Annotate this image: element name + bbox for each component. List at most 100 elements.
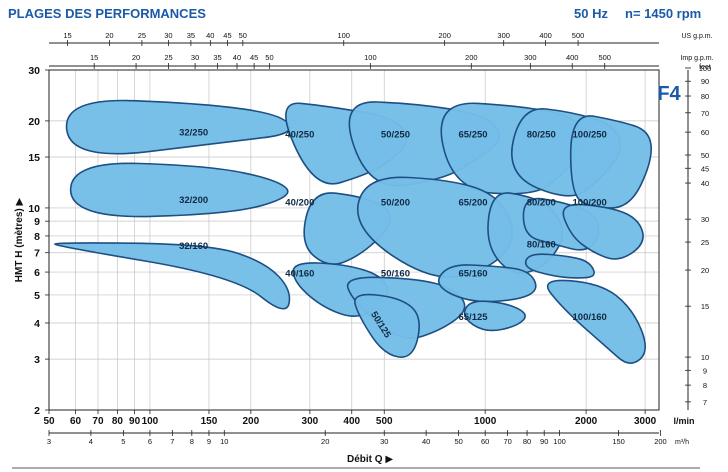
area-label-50-250: 50/250 bbox=[381, 130, 410, 141]
us-gpm-tick-label: 15 bbox=[63, 31, 71, 40]
area-50-125 bbox=[354, 293, 420, 358]
us-gpm-tick-label: 35 bbox=[187, 31, 195, 40]
area-label-32-160: 32/160 bbox=[179, 241, 208, 252]
feet-tick-label: 20 bbox=[701, 266, 709, 275]
imp-gpm-tick-label: 35 bbox=[213, 53, 221, 62]
feet-tick-label: 60 bbox=[701, 128, 709, 137]
m3h-tick-label: 9 bbox=[207, 437, 211, 446]
area-label-40-250: 40/250 bbox=[285, 130, 314, 141]
us-gpm-tick-label: 500 bbox=[572, 31, 585, 40]
feet-tick-label: 80 bbox=[701, 92, 709, 101]
y-m-tick-label: 5 bbox=[34, 290, 40, 302]
lmin-tick-label: 50 bbox=[43, 416, 55, 427]
lmin-tick-label: 150 bbox=[201, 416, 218, 427]
lmin-tick-label: 2000 bbox=[575, 416, 598, 427]
m3h-unit-label: m³/h bbox=[675, 439, 689, 446]
area-32-200 bbox=[69, 162, 289, 218]
us-gpm-unit-label: US g.p.m. bbox=[681, 33, 712, 40]
m3h-tick-label: 40 bbox=[422, 437, 430, 446]
area-label-80-250: 80/250 bbox=[527, 130, 556, 141]
area-65-125 bbox=[463, 300, 526, 332]
us-gpm-tick-label: 30 bbox=[164, 31, 172, 40]
y-m-tick-label: 10 bbox=[28, 203, 40, 215]
y-m-tick-label: 7 bbox=[34, 248, 40, 260]
us-gpm-tick-label: 200 bbox=[438, 31, 451, 40]
page-title: PLAGES DES PERFORMANCES bbox=[8, 6, 206, 21]
us-gpm-tick-label: 400 bbox=[539, 31, 552, 40]
us-gpm-tick-label: 50 bbox=[239, 31, 247, 40]
lmin-tick-label: 200 bbox=[242, 416, 259, 427]
area-label-100-160: 100/160 bbox=[573, 312, 607, 323]
lmin-tick-label: 80 bbox=[112, 416, 124, 427]
area-label-50-160: 50/160 bbox=[381, 268, 410, 279]
y-m-tick-label: 15 bbox=[28, 152, 40, 164]
lmin-tick-label: 70 bbox=[92, 416, 104, 427]
feet-tick-label: 9 bbox=[703, 366, 707, 375]
speed-label: n= 1450 rpm bbox=[625, 6, 702, 21]
imp-gpm-tick-label: 200 bbox=[465, 53, 478, 62]
area-labels: 32/250 40/250 50/250 65/250 80/250 100/250 32/… bbox=[179, 128, 607, 341]
m3h-tick-label: 80 bbox=[523, 437, 531, 446]
area-label-50-200: 50/200 bbox=[381, 197, 410, 208]
m3h-tick-label: 3 bbox=[47, 437, 51, 446]
area-label-65-125: 65/125 bbox=[458, 312, 488, 323]
m3h-tick-label: 5 bbox=[121, 437, 125, 446]
lmin-tick-label: 300 bbox=[302, 416, 319, 427]
area-label-65-160: 65/160 bbox=[458, 268, 487, 279]
area-100-160 bbox=[546, 279, 646, 364]
feet-tick-label: 25 bbox=[701, 238, 709, 247]
lmin-tick-label: 100 bbox=[142, 416, 159, 427]
feet-tick-label: 100 bbox=[699, 64, 712, 73]
m3h-tick-label: 20 bbox=[321, 437, 329, 446]
feet-tick-label: 40 bbox=[701, 179, 709, 188]
area-label-80-200: 80/200 bbox=[527, 197, 556, 208]
area-label-32-250: 32/250 bbox=[179, 128, 208, 139]
m3h-tick-label: 90 bbox=[540, 437, 548, 446]
us-gpm-tick-label: 45 bbox=[223, 31, 231, 40]
imp-gpm-unit-label: Imp g.p.m. bbox=[680, 55, 713, 62]
m3h-tick-label: 200 bbox=[654, 437, 667, 446]
plot-frame bbox=[48, 69, 660, 411]
lmin-tick-label: 400 bbox=[343, 416, 360, 427]
feet-tick-label: 90 bbox=[701, 77, 709, 86]
area-label-100-250: 100/250 bbox=[573, 130, 607, 141]
m3h-tick-label: 8 bbox=[190, 437, 194, 446]
y-m-tick-label: 30 bbox=[28, 65, 40, 77]
y-m-tick-label: 4 bbox=[34, 318, 40, 330]
feet-tick-label: 15 bbox=[701, 302, 709, 311]
us-gpm-tick-label: 100 bbox=[337, 31, 350, 40]
imp-gpm-tick-label: 40 bbox=[233, 53, 241, 62]
performance-areas bbox=[53, 99, 652, 364]
m3h-tick-label: 150 bbox=[612, 437, 625, 446]
feet-tick-label: 7 bbox=[703, 398, 707, 407]
feet-tick-label: 50 bbox=[701, 151, 709, 160]
imp-gpm-tick-label: 45 bbox=[250, 53, 258, 62]
imp-gpm-tick-label: 30 bbox=[191, 53, 199, 62]
area-65-160 bbox=[437, 264, 537, 303]
area-80-160 bbox=[524, 253, 595, 279]
area-label-65-250: 65/250 bbox=[458, 130, 487, 141]
area-label-32-200: 32/200 bbox=[179, 195, 208, 206]
y-axis-title: HMT H (mètres) ▶ bbox=[14, 198, 25, 283]
us-gpm-tick-label: 300 bbox=[497, 31, 510, 40]
lmin-tick-label: 60 bbox=[70, 416, 82, 427]
m3h-tick-label: 70 bbox=[503, 437, 511, 446]
y-m-tick-label: 20 bbox=[28, 116, 40, 128]
lmin-tick-label: 500 bbox=[376, 416, 393, 427]
feet-tick-label: 10 bbox=[701, 353, 709, 362]
feet-tick-label: 8 bbox=[703, 381, 707, 390]
imp-gpm-tick-label: 400 bbox=[566, 53, 579, 62]
frequency-label: 50 Hz bbox=[574, 6, 608, 21]
x-axis-title: Débit Q ▶ bbox=[347, 454, 393, 465]
m3h-tick-label: 4 bbox=[89, 437, 93, 446]
series-badge: F4 bbox=[657, 83, 681, 105]
area-label-40-200: 40/200 bbox=[285, 197, 314, 208]
m3h-tick-label: 100 bbox=[553, 437, 566, 446]
area-label-80-160: 80/160 bbox=[527, 239, 556, 250]
imp-gpm-tick-label: 25 bbox=[164, 53, 172, 62]
m3h-tick-label: 10 bbox=[220, 437, 228, 446]
area-label-40-160: 40/160 bbox=[285, 268, 314, 279]
y-m-tick-label: 3 bbox=[34, 354, 40, 366]
imp-gpm-tick-label: 50 bbox=[265, 53, 273, 62]
